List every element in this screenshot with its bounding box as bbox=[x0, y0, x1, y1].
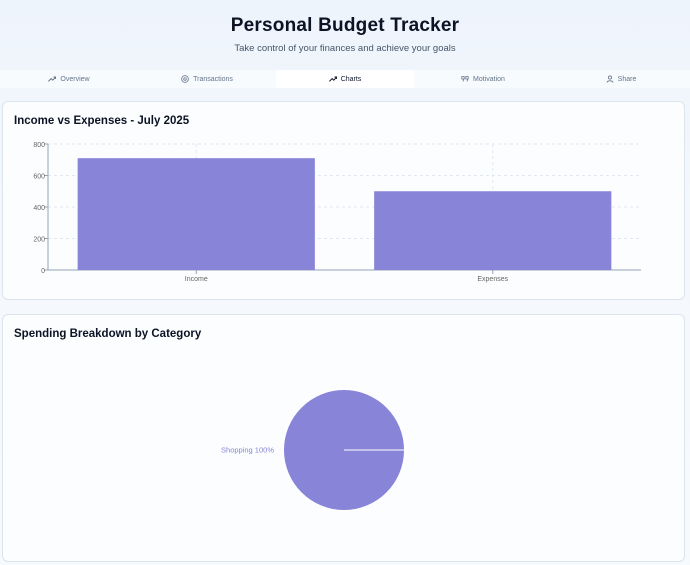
tab-charts[interactable]: Charts bbox=[276, 70, 414, 88]
quote-icon bbox=[461, 75, 469, 83]
spending-breakdown-card: Spending Breakdown by Category Shopping … bbox=[2, 314, 685, 562]
tab-label: Charts bbox=[340, 75, 362, 83]
tab-bar: Overview Transactions Charts Motivation … bbox=[0, 70, 690, 88]
tab-share[interactable]: Share bbox=[552, 70, 690, 88]
tab-label: Motivation bbox=[473, 75, 505, 83]
spending-pie-chart: Shopping 100% bbox=[221, 390, 404, 510]
income-expenses-bar-chart: 0 200 400 600 800 Income Expenses bbox=[33, 142, 641, 283]
y-tick-label: 800 bbox=[33, 142, 45, 149]
page-subtitle: Take control of your finances and achiev… bbox=[234, 43, 456, 54]
trend-up-icon bbox=[328, 75, 337, 83]
user-icon bbox=[606, 75, 614, 83]
bar-expenses bbox=[374, 191, 612, 270]
tab-motivation[interactable]: Motivation bbox=[414, 70, 552, 88]
tab-overview[interactable]: Overview bbox=[0, 70, 138, 88]
y-tick-label: 0 bbox=[41, 268, 45, 275]
page-header: Personal Budget Tracker Take control of … bbox=[0, 0, 690, 66]
tab-label: Transactions bbox=[193, 75, 233, 83]
page-title: Personal Budget Tracker bbox=[230, 15, 460, 36]
dollar-circle-icon bbox=[181, 75, 189, 83]
card-title: Spending Breakdown by Category bbox=[14, 328, 202, 340]
bar-income bbox=[77, 158, 315, 270]
income-expenses-card: Income vs Expenses - July 2025 0 200 400 60… bbox=[2, 101, 685, 300]
y-tick-label: 200 bbox=[33, 237, 45, 244]
tab-label: Share bbox=[617, 75, 637, 83]
y-tick-label: 600 bbox=[33, 174, 45, 181]
trend-up-icon bbox=[48, 75, 57, 83]
x-tick-label: Income bbox=[185, 276, 208, 283]
y-tick-label: 400 bbox=[33, 205, 45, 212]
tab-label: Overview bbox=[60, 75, 90, 83]
tab-transactions[interactable]: Transactions bbox=[138, 70, 276, 88]
x-tick-label: Expenses bbox=[477, 276, 508, 283]
pie-slice-label: Shopping 100% bbox=[221, 446, 274, 455]
card-title: Income vs Expenses - July 2025 bbox=[14, 115, 190, 127]
